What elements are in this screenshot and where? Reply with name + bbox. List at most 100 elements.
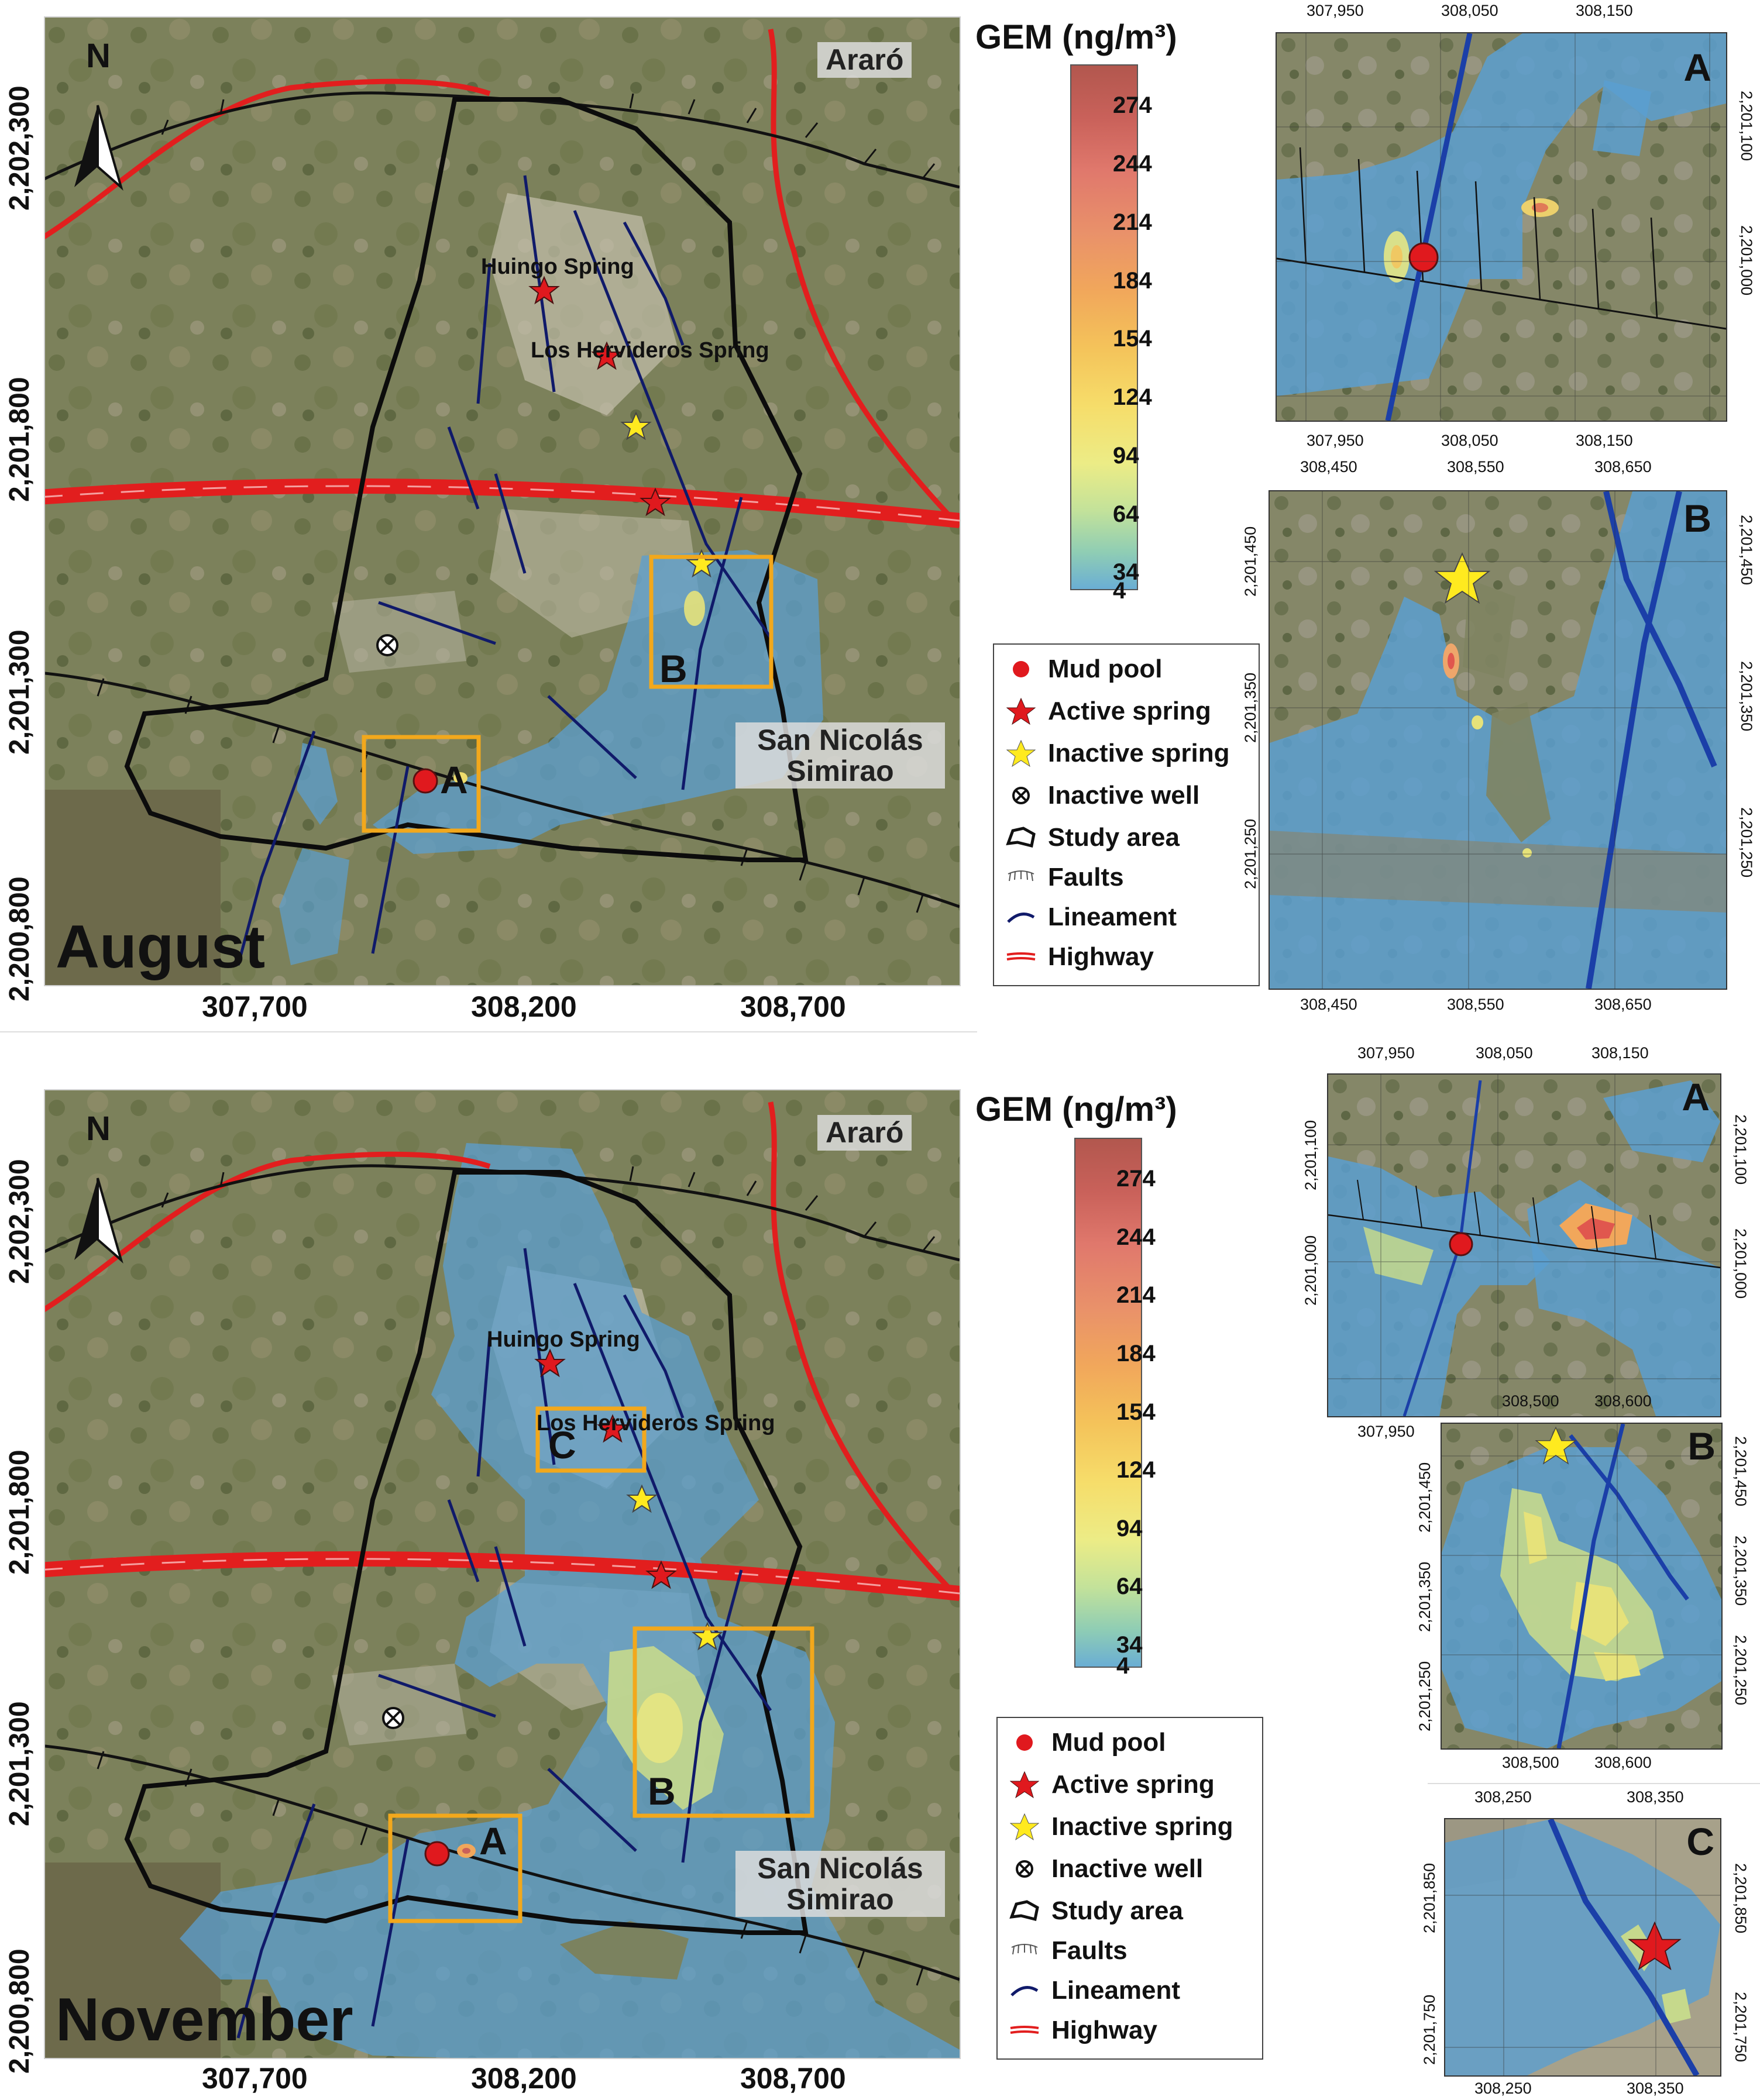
aug-a-x-bot-3: 308,150 <box>1576 432 1633 449</box>
red-star-icon <box>1007 1767 1042 1802</box>
north-arrow-label: N <box>86 37 111 75</box>
nov-c-x-top-1: 308,250 <box>1474 1788 1532 1806</box>
legend-row-study-area: Study area <box>1003 820 1180 855</box>
aug-a-x-bot-1: 307,950 <box>1307 432 1364 449</box>
inactive-well-icon <box>376 634 398 656</box>
blue-line-icon <box>1007 1973 1042 2008</box>
colorbar-tick-184: 184 <box>1113 268 1152 294</box>
colorbar <box>1070 64 1138 590</box>
august-y-tick-3: 2,201,300 <box>4 629 35 755</box>
aug-b-x-bot-3: 308,650 <box>1594 996 1652 1013</box>
colorbar-title: GEM (ng/m³) <box>975 1090 1177 1128</box>
colorbar-tick-124: 124 <box>1116 1457 1156 1483</box>
november-main-map: N Araró San Nicolás Simirao Huingo Sprin… <box>44 1089 961 2059</box>
legend-row-inactive-spring: Inactive spring <box>1003 736 1230 771</box>
nov-c-y-left-2: 2,201,750 <box>1421 1994 1438 2065</box>
spring-label-huingo: Huingo Spring <box>487 1327 640 1352</box>
red-double-line-icon <box>1007 2013 1042 2048</box>
nov-a-x-top-2: 308,050 <box>1476 1044 1533 1062</box>
box-label-a: A <box>479 1819 507 1863</box>
box-label-a: A <box>440 758 468 801</box>
map-legend-november: Mud pool Active spring Inactive spring I… <box>996 1717 1263 2060</box>
nov-c-x-top-2: 308,350 <box>1627 1788 1684 1806</box>
colorbar-tick-244: 244 <box>1113 151 1152 177</box>
nov-b-x-top-2: 308,600 <box>1594 1392 1652 1410</box>
legend-row-study-area: Study area <box>1007 1894 1183 1929</box>
aug-b-y-right-3: 2,201,250 <box>1738 807 1755 878</box>
inactive-well-icon <box>382 1707 404 1729</box>
nov-b-y-left-1: 2,201,450 <box>1416 1462 1434 1533</box>
colorbar-tick-244: 244 <box>1116 1224 1156 1250</box>
colorbar-tick-64: 64 <box>1113 501 1139 527</box>
nov-b-y-left-3: 2,201,250 <box>1416 1661 1434 1731</box>
colorbar-tick-274: 274 <box>1116 1166 1156 1192</box>
aug-b-x-top-1: 308,450 <box>1300 458 1357 476</box>
red-star-icon <box>1003 694 1039 729</box>
nov-c-y-right-1: 2,201,850 <box>1732 1863 1749 1934</box>
august-x-tick-3: 308,700 <box>740 990 846 1023</box>
november-y-tick-4: 2,200,800 <box>4 1948 35 2074</box>
legend-row-active-spring: Active spring <box>1007 1767 1215 1802</box>
legend-row-faults: Faults <box>1003 860 1124 895</box>
legend-row-mud-pool: Mud pool <box>1007 1725 1166 1760</box>
red-circle-icon <box>1003 652 1039 687</box>
november-y-tick-2: 2,201,800 <box>4 1450 35 1575</box>
section-divider <box>0 1031 977 1032</box>
inset-divider <box>1428 1783 1760 1784</box>
spring-label-hervideros: Los Hervideros Spring <box>537 1411 775 1435</box>
colorbar <box>1074 1138 1142 1668</box>
legend-row-lineament: Lineament <box>1003 900 1177 935</box>
colorbar-tick-94: 94 <box>1116 1516 1143 1541</box>
nov-a-y-right-2: 2,201,000 <box>1732 1228 1749 1299</box>
colorbar-tick-124: 124 <box>1113 384 1152 410</box>
inset-august-b: B <box>1269 490 1727 990</box>
month-label-august: August <box>56 913 266 981</box>
aug-b-y-right-2: 2,201,350 <box>1738 661 1755 732</box>
fault-ticks-icon <box>1003 860 1039 895</box>
aug-b-y-left-2: 2,201,350 <box>1242 672 1259 743</box>
aug-a-x-top-3: 308,150 <box>1576 2 1633 19</box>
aug-b-x-top-3: 308,650 <box>1594 458 1652 476</box>
aug-a-y-right-2: 2,201,000 <box>1738 225 1755 296</box>
november-map-canvas <box>45 1090 960 2058</box>
town-label-araro: Araró <box>817 1115 912 1151</box>
yellow-star-icon <box>1007 1809 1042 1844</box>
aug-b-y-left-1: 2,201,450 <box>1242 526 1259 597</box>
nov-b-y-right-3: 2,201,250 <box>1732 1635 1749 1706</box>
august-x-tick-1: 307,700 <box>202 990 308 1023</box>
legend-row-highway: Highway <box>1007 2013 1157 2048</box>
nov-a-y-right-1: 2,201,100 <box>1732 1114 1749 1185</box>
legend-row-lineament: Lineament <box>1007 1973 1180 2008</box>
nov-a-x-top-3: 308,150 <box>1591 1044 1649 1062</box>
inset-letter-nov-b: B <box>1687 1424 1716 1468</box>
nov-b-x-bot-2: 308,600 <box>1594 1754 1652 1771</box>
colorbar-tick-64: 64 <box>1116 1574 1143 1599</box>
colorbar-tick-274: 274 <box>1113 92 1152 118</box>
inset-letter-aug-b: B <box>1683 497 1711 540</box>
inset-letter-nov-c: C <box>1686 1820 1714 1863</box>
aug-b-x-bot-2: 308,550 <box>1447 996 1504 1013</box>
colorbar-tick-4: 4 <box>1116 1653 1130 1679</box>
colorbar-title: GEM (ng/m³) <box>975 18 1177 56</box>
colorbar-tick-154: 154 <box>1116 1399 1156 1425</box>
november-y-tick-1: 2,202,300 <box>4 1159 35 1284</box>
circled-x-icon <box>1007 1851 1042 1886</box>
inset-august-a: A <box>1276 32 1727 422</box>
colorbar-tick-214: 214 <box>1113 209 1152 235</box>
nov-b-y-right-1: 2,201,450 <box>1732 1436 1749 1507</box>
inset-letter-nov-a: A <box>1682 1075 1710 1118</box>
circled-x-icon <box>1003 778 1039 813</box>
aug-b-y-right-1: 2,201,450 <box>1738 515 1755 586</box>
nov-b-y-right-2: 2,201,350 <box>1732 1536 1749 1606</box>
red-double-line-icon <box>1003 939 1039 975</box>
aug-b-x-bot-1: 308,450 <box>1300 996 1357 1013</box>
legend-row-inactive-well: Inactive well <box>1007 1851 1203 1886</box>
polygon-outline-icon <box>1003 820 1039 855</box>
nov-a-y-left-2: 2,201,000 <box>1302 1235 1319 1306</box>
box-label-b: B <box>659 647 688 690</box>
yellow-star-icon <box>1003 736 1039 771</box>
nov-b-x-top-1: 308,500 <box>1502 1392 1559 1410</box>
nov-b-x-bot-1: 308,500 <box>1502 1754 1559 1771</box>
colorbar-tick-154: 154 <box>1113 326 1152 352</box>
august-map-canvas <box>45 18 960 985</box>
